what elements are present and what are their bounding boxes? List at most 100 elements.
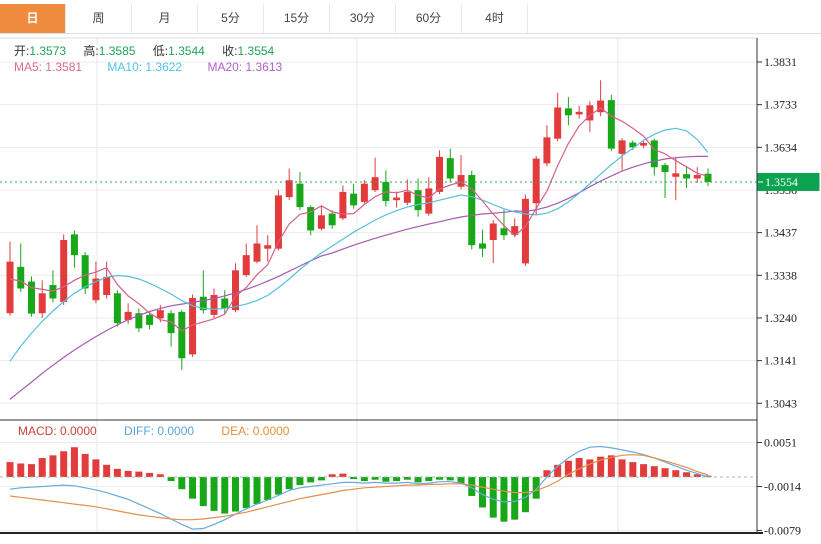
macd-legend: MACD: 0.0000 DIFF: 0.0000 DEA: 0.0000	[18, 424, 313, 438]
price-axis-label: 1.3043	[764, 396, 797, 410]
diff-value-legend: DIFF: 0.0000	[124, 424, 195, 438]
current-price-value: 1.3554	[765, 175, 798, 189]
macd-bar	[221, 477, 229, 514]
candle-body	[264, 245, 272, 249]
candle-body	[339, 191, 347, 219]
candle-body	[618, 140, 626, 154]
macd-bar	[436, 477, 444, 480]
candle-body	[242, 255, 250, 276]
macd-bar	[350, 477, 358, 480]
candle-body	[70, 234, 78, 256]
candle-body	[704, 173, 712, 182]
macd-bar	[38, 458, 46, 477]
open-label: 开:	[14, 44, 30, 58]
candle-body	[661, 165, 669, 173]
macd-bar	[371, 477, 379, 480]
candle-body	[17, 266, 25, 289]
macd-bar	[317, 477, 325, 481]
macd-bar	[564, 460, 572, 477]
macd-bar	[285, 477, 293, 490]
price-axis-label: 1.3831	[764, 55, 797, 69]
candle-body	[489, 223, 497, 241]
tab-timeframe-1[interactable]: 周	[66, 4, 132, 33]
candle-body	[403, 191, 411, 203]
macd-bar	[360, 477, 368, 482]
candle-body	[38, 293, 46, 314]
macd-bar	[103, 464, 111, 477]
diff-line	[9, 445, 709, 530]
ma-legend: MA5: 1.3581 MA10: 1.3622 MA20: 1.3613	[14, 60, 304, 74]
candle-body	[425, 188, 433, 214]
candle-body	[124, 311, 132, 321]
candle-body	[521, 198, 529, 264]
ohlc-legend: 开:1.3573 高:1.3585 低:1.3544 收:1.3554	[14, 42, 288, 59]
candle-body	[564, 108, 572, 116]
macd-bar	[199, 477, 207, 507]
candle-body	[672, 173, 680, 177]
macd-histogram	[6, 447, 712, 522]
macd-bar	[167, 477, 175, 482]
candle-body	[683, 174, 691, 179]
macd-bar	[532, 477, 540, 499]
candle-body	[167, 313, 175, 334]
tab-timeframe-4[interactable]: 15分	[264, 4, 330, 33]
macd-bar	[296, 477, 304, 486]
price-axis-label: 1.3733	[764, 98, 797, 112]
macd-bar	[693, 474, 701, 477]
candle-body	[274, 195, 282, 249]
candle-body	[178, 311, 186, 359]
macd-bar	[661, 468, 669, 477]
ma20-legend: MA20: 1.3613	[207, 60, 283, 74]
macd-bar	[27, 464, 35, 477]
price-axis-label: 1.3240	[764, 311, 797, 325]
macd-bar	[414, 477, 422, 483]
candle-body	[650, 140, 658, 168]
candle-body	[103, 276, 111, 296]
price-axis-label: 1.3634	[764, 140, 797, 154]
macd-bar	[478, 477, 486, 508]
macd-bar	[393, 477, 401, 482]
macd-bar	[70, 447, 78, 477]
macd-bar	[113, 468, 121, 477]
tab-timeframe-7[interactable]: 4时	[462, 4, 528, 33]
macd-bar	[60, 451, 68, 477]
macd-bar	[274, 477, 282, 495]
macd-bar	[629, 462, 637, 477]
candle-body	[629, 142, 637, 148]
macd-bar	[339, 473, 347, 477]
candle-body	[328, 213, 336, 226]
tab-timeframe-2[interactable]: 月	[132, 4, 198, 33]
macd-bar	[382, 477, 390, 482]
macd-bar	[232, 477, 240, 512]
candle-body	[693, 175, 701, 179]
candle-body	[393, 197, 401, 201]
candle-body	[436, 156, 444, 192]
macd-bar	[6, 462, 14, 477]
tab-timeframe-0[interactable]: 日	[0, 4, 66, 33]
macd-bar	[468, 477, 476, 496]
macd-bar	[156, 474, 164, 477]
tab-timeframe-3[interactable]: 5分	[198, 4, 264, 33]
ma10-legend: MA10: 1.3622	[107, 60, 183, 74]
macd-bar	[597, 456, 605, 477]
tab-timeframe-6[interactable]: 60分	[396, 4, 462, 33]
macd-axis-label: -0.0079	[764, 523, 801, 537]
candle-body	[6, 261, 14, 314]
tab-timeframe-5[interactable]: 30分	[330, 4, 396, 33]
macd-bar	[500, 477, 508, 522]
low-label: 低:	[152, 44, 169, 58]
candle-body	[597, 100, 605, 113]
candle-body	[189, 298, 197, 355]
candle-body	[586, 105, 594, 121]
macd-bar	[640, 464, 648, 477]
macd-bar	[135, 471, 143, 477]
timeframe-tabbar: 日周月 5分 15分 30分 60分 4时	[0, 0, 821, 34]
macd-bar	[242, 477, 250, 509]
macd-bar	[264, 477, 272, 501]
macd-bar	[672, 470, 680, 477]
candle-body	[446, 158, 454, 179]
macd-bar	[178, 477, 186, 490]
macd-bar	[146, 472, 154, 477]
